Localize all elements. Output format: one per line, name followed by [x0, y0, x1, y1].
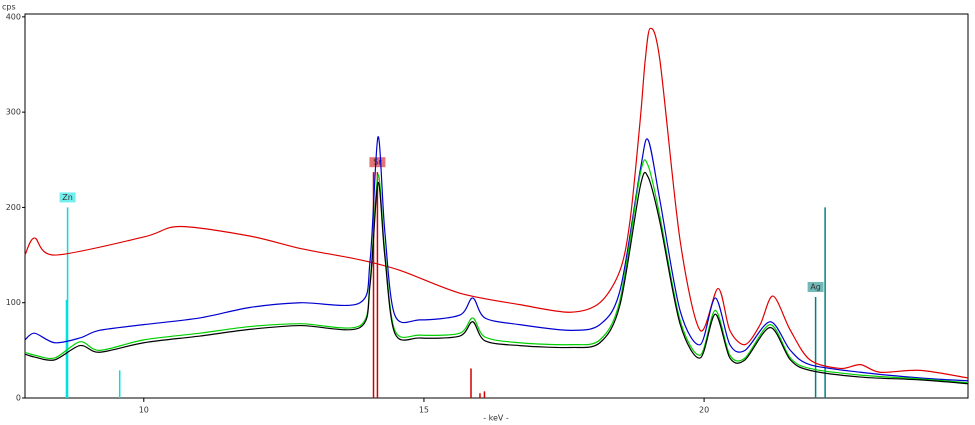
y-tick-label: 200: [6, 203, 21, 212]
marker-label: Zn: [59, 192, 76, 203]
y-tick-label: 300: [6, 108, 21, 117]
spectrum-line: [24, 171, 969, 385]
spectrum-line: [24, 136, 969, 382]
x-tick-label: 20: [699, 406, 709, 415]
x-tick-label: 15: [419, 406, 429, 415]
spectrum-line: [24, 159, 969, 384]
plot-frame: [24, 13, 969, 399]
x-tick-label: 10: [139, 406, 149, 415]
y-tick-label: 400: [6, 12, 21, 21]
y-axis-label: cps: [2, 3, 16, 12]
marker-label: Ag: [807, 281, 824, 292]
x-axis-label: - keV -: [483, 414, 509, 423]
y-tick-label: 100: [6, 298, 21, 307]
marker-label-text: Ag: [810, 282, 821, 291]
marker-label-text: Sr: [373, 158, 382, 167]
spectrum-line: [24, 27, 969, 379]
marker-label-text: Zn: [62, 193, 73, 202]
marker-label-box: [369, 157, 386, 168]
y-tick-label: 0: [16, 394, 21, 403]
marker-label-box: [59, 192, 76, 203]
marker-label: Sr: [369, 157, 386, 168]
marker-label-box: [807, 281, 824, 292]
